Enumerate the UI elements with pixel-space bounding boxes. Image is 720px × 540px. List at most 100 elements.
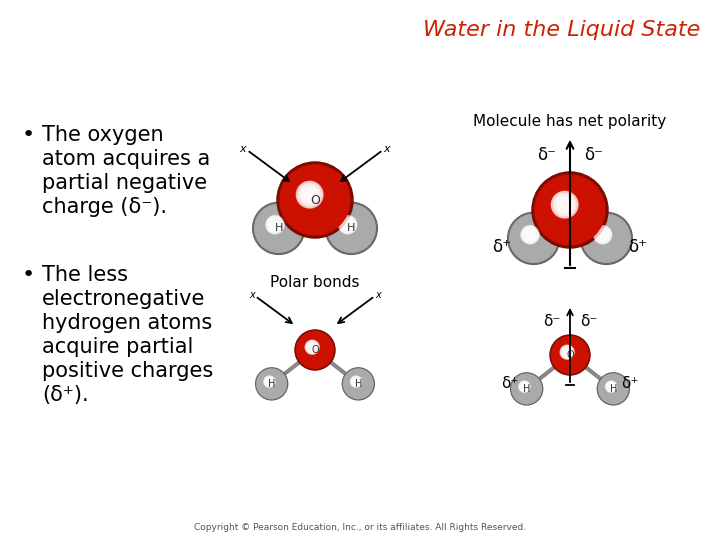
Circle shape (515, 220, 549, 253)
Circle shape (270, 220, 278, 228)
Circle shape (353, 378, 359, 384)
Text: The less: The less (42, 265, 128, 285)
Text: x: x (384, 144, 390, 154)
Circle shape (516, 379, 534, 396)
Text: δ⁺: δ⁺ (492, 238, 511, 256)
Circle shape (603, 379, 620, 395)
Circle shape (552, 191, 578, 218)
Circle shape (608, 384, 614, 389)
Circle shape (597, 229, 608, 240)
Circle shape (516, 378, 535, 397)
Circle shape (272, 222, 275, 225)
Circle shape (596, 228, 610, 241)
Circle shape (535, 175, 603, 244)
Circle shape (603, 379, 621, 396)
Circle shape (514, 376, 538, 400)
Circle shape (345, 222, 348, 225)
Text: (δ⁺).: (δ⁺). (42, 385, 89, 405)
Circle shape (520, 382, 529, 392)
Circle shape (298, 183, 321, 206)
Circle shape (597, 229, 607, 239)
Circle shape (608, 383, 613, 388)
Circle shape (310, 345, 315, 350)
Circle shape (298, 333, 330, 365)
Circle shape (550, 335, 590, 375)
Circle shape (257, 369, 287, 399)
Circle shape (583, 215, 628, 260)
Circle shape (557, 342, 579, 364)
Circle shape (564, 349, 568, 353)
Circle shape (547, 187, 585, 225)
Circle shape (599, 375, 626, 402)
Circle shape (604, 380, 618, 394)
Circle shape (264, 375, 276, 388)
Circle shape (557, 197, 573, 213)
Circle shape (557, 341, 580, 366)
Circle shape (266, 378, 273, 385)
Circle shape (295, 330, 335, 370)
Circle shape (600, 232, 603, 234)
Circle shape (542, 183, 592, 232)
Circle shape (306, 341, 318, 353)
Circle shape (257, 206, 298, 248)
Circle shape (306, 341, 318, 353)
Circle shape (255, 205, 302, 251)
Circle shape (518, 222, 544, 248)
Circle shape (328, 205, 374, 251)
Circle shape (296, 331, 334, 369)
Circle shape (521, 226, 539, 244)
Circle shape (289, 174, 335, 220)
Circle shape (554, 194, 574, 213)
Circle shape (279, 164, 351, 235)
Circle shape (263, 375, 277, 389)
Circle shape (264, 214, 287, 237)
Circle shape (354, 379, 357, 382)
Circle shape (526, 231, 531, 236)
Circle shape (266, 378, 272, 384)
Circle shape (260, 210, 294, 244)
Circle shape (523, 228, 537, 241)
Circle shape (598, 374, 628, 403)
Circle shape (525, 230, 533, 238)
Circle shape (308, 343, 317, 352)
Circle shape (510, 214, 557, 262)
Circle shape (343, 221, 349, 226)
Circle shape (287, 172, 337, 222)
Circle shape (343, 220, 351, 228)
Circle shape (519, 381, 530, 392)
Circle shape (351, 377, 361, 386)
Circle shape (520, 225, 541, 246)
Circle shape (347, 372, 368, 393)
Circle shape (552, 338, 586, 372)
Circle shape (257, 369, 286, 398)
Circle shape (352, 377, 360, 386)
Circle shape (266, 215, 284, 234)
Circle shape (297, 332, 333, 368)
Circle shape (273, 222, 277, 227)
Circle shape (268, 218, 281, 231)
Circle shape (580, 212, 632, 265)
Text: H: H (268, 379, 275, 389)
Text: H: H (610, 384, 617, 394)
Circle shape (337, 214, 360, 237)
Circle shape (338, 215, 359, 235)
Circle shape (346, 372, 369, 394)
Circle shape (263, 213, 289, 239)
Circle shape (298, 183, 321, 206)
Circle shape (606, 381, 617, 392)
Circle shape (292, 177, 330, 215)
Circle shape (336, 213, 361, 239)
Circle shape (510, 373, 543, 405)
Circle shape (552, 336, 588, 373)
Circle shape (561, 346, 573, 358)
Circle shape (268, 380, 269, 381)
Circle shape (608, 384, 612, 387)
Circle shape (258, 207, 297, 246)
Circle shape (553, 193, 576, 217)
Circle shape (261, 374, 279, 391)
Circle shape (348, 374, 366, 391)
Circle shape (553, 193, 576, 216)
Circle shape (266, 379, 272, 384)
Circle shape (271, 220, 279, 230)
Circle shape (356, 381, 357, 382)
